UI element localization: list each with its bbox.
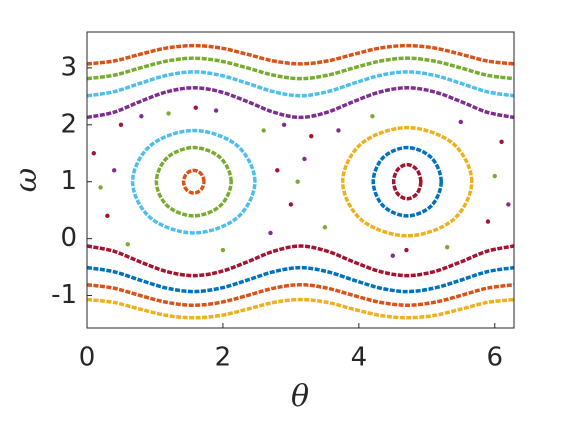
rotation-orbit: [87, 297, 514, 320]
rotation-orbit: [87, 70, 514, 98]
island-orbit: [391, 162, 423, 201]
chaos-point: [98, 185, 103, 190]
x-tick-label: 6: [486, 343, 503, 373]
island-orbit: [371, 145, 443, 218]
island-orbit: [340, 125, 474, 238]
chaos-point: [111, 168, 117, 173]
island-orbit: [130, 128, 257, 235]
chaos-point: [506, 202, 511, 207]
chaos-point: [458, 119, 463, 125]
y-tick-label: 2: [60, 109, 77, 139]
chaos-point: [193, 105, 198, 110]
plot-frame: [86, 31, 515, 329]
chaos-point: [118, 122, 124, 127]
rotation-orbit: [87, 56, 514, 81]
y-tick-label: 1: [60, 166, 77, 196]
chaos-point: [322, 225, 328, 230]
x-tick-label: 4: [351, 343, 368, 373]
chaos-point: [444, 244, 450, 250]
rotation-orbit: [87, 244, 514, 278]
y-tick-label: 3: [60, 52, 77, 82]
chaos-point: [268, 230, 273, 236]
rotation-orbit: [87, 265, 514, 294]
chaos-point: [261, 128, 266, 133]
chaos-point: [295, 179, 300, 184]
chaos-point: [125, 242, 130, 247]
chaos-point: [499, 139, 504, 145]
chaos-point: [166, 111, 171, 116]
x-tick-label: 0: [79, 343, 96, 373]
y-tick-label: -1: [51, 280, 77, 310]
chaos-point: [288, 202, 294, 207]
chaos-point: [275, 168, 280, 173]
chaos-point: [139, 114, 144, 119]
chaos-point: [105, 213, 110, 219]
x-axis-label: θ: [291, 379, 309, 414]
chaos-point: [336, 128, 341, 133]
chaos-point: [390, 253, 396, 258]
chaos-point: [485, 219, 491, 224]
rotation-orbit: [87, 86, 514, 120]
chaos-point: [309, 133, 314, 139]
chaos-point: [370, 114, 375, 119]
y-axis-label: ω: [9, 168, 44, 192]
chaos-point: [91, 151, 96, 156]
x-tick-label: 2: [215, 343, 232, 373]
chaos-point: [404, 247, 409, 253]
chaos-point: [213, 108, 219, 113]
island-orbit: [154, 145, 233, 218]
chaos-point: [281, 122, 287, 127]
chaos-point: [302, 156, 307, 162]
plot-area: [87, 43, 514, 320]
y-tick-label: 0: [60, 223, 77, 253]
rotation-orbit: [87, 282, 514, 307]
chaos-point: [492, 173, 497, 179]
island-orbit: [181, 168, 206, 195]
chaos-point: [220, 247, 226, 253]
rotation-orbit: [87, 43, 514, 66]
